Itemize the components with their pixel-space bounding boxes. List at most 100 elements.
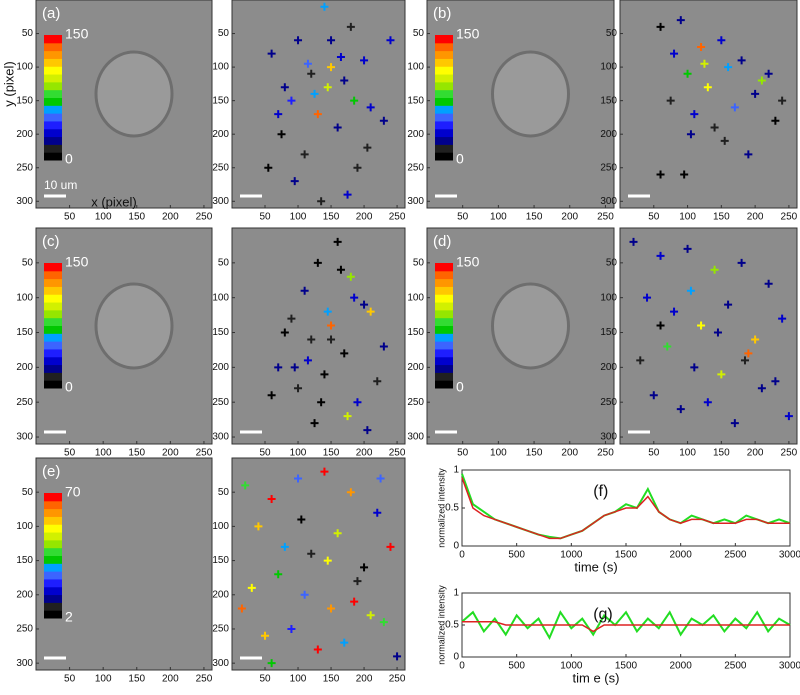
colorbar-label: 0 xyxy=(456,379,464,395)
y-tick-label: 250 xyxy=(600,162,617,173)
marker xyxy=(771,377,780,386)
colorbar-step xyxy=(435,144,453,153)
y-tick-label: 50 xyxy=(413,28,425,39)
y-tick-label: 100 xyxy=(212,292,229,303)
marker xyxy=(346,22,355,31)
y-tick-label: 0.5 xyxy=(445,503,459,514)
marker xyxy=(237,604,246,613)
x-tick-label: 150 xyxy=(128,674,145,685)
y-tick-label: 200 xyxy=(600,129,617,140)
marker xyxy=(724,300,733,309)
x-tick-label: 150 xyxy=(323,448,340,459)
colorbar-step xyxy=(44,302,62,311)
x-tick-label: 1000 xyxy=(560,550,583,561)
marker xyxy=(336,265,345,274)
x-tick-label: 50 xyxy=(457,212,469,223)
x-tick-label: 1500 xyxy=(615,550,638,561)
y-tick-label: 50 xyxy=(218,28,230,39)
marker xyxy=(366,103,375,112)
colorbar-step xyxy=(44,66,62,75)
colorbar-step xyxy=(435,58,453,67)
y-tick-label: 100 xyxy=(212,521,229,532)
marker xyxy=(327,36,336,45)
scale-bar-label: 10 um xyxy=(44,178,77,192)
colorbar-step xyxy=(44,35,62,44)
marker xyxy=(287,96,296,105)
x-tick-label: 150 xyxy=(713,448,730,459)
colorbar-step xyxy=(44,105,62,114)
marker xyxy=(778,96,787,105)
colorbar-step xyxy=(44,571,62,580)
y-tick-label: 250 xyxy=(16,397,33,408)
marker xyxy=(267,659,276,668)
marker xyxy=(710,123,719,132)
panel-label: (a) xyxy=(42,5,60,22)
colorbar-step xyxy=(435,81,453,91)
y-tick-label: 100 xyxy=(600,62,617,73)
x-tick-label: 150 xyxy=(128,212,145,223)
marker xyxy=(280,328,289,337)
x-tick-label: 250 xyxy=(781,448,798,459)
marker xyxy=(267,495,276,504)
cell xyxy=(491,50,570,138)
y-tick-label: 100 xyxy=(600,292,617,303)
y-tick-label: 0.5 xyxy=(445,620,459,631)
marker xyxy=(663,342,672,351)
x-tick-label: 200 xyxy=(561,448,578,459)
marker xyxy=(676,405,685,414)
y-tick-label: 150 xyxy=(407,95,424,106)
marker xyxy=(346,488,355,497)
marker xyxy=(320,370,329,379)
x-tick-label: 50 xyxy=(457,448,469,459)
marker xyxy=(363,143,372,152)
marker xyxy=(317,197,326,206)
marker xyxy=(366,611,375,620)
y-tick-label: 150 xyxy=(16,95,33,106)
x-tick-label: 50 xyxy=(64,674,76,685)
marker xyxy=(703,83,712,92)
image xyxy=(231,0,406,209)
x-tick-label: 0 xyxy=(459,661,465,672)
y-tick-label: 50 xyxy=(606,257,618,268)
y-axis-label: y (pixel) xyxy=(1,61,16,107)
y-tick-label: 250 xyxy=(600,397,617,408)
x-tick-label: 100 xyxy=(490,212,507,223)
marker xyxy=(720,136,729,145)
colorbar-step xyxy=(44,278,62,287)
marker xyxy=(686,286,695,295)
marker xyxy=(670,49,679,58)
colorbar-step xyxy=(44,58,62,67)
y-tick-label: 1 xyxy=(453,465,459,476)
x-tick-label: 100 xyxy=(95,674,112,685)
marker xyxy=(730,419,739,428)
marker xyxy=(373,508,382,517)
x-tick-label: 100 xyxy=(290,448,307,459)
marker xyxy=(340,638,349,647)
x-tick-label: 200 xyxy=(162,212,179,223)
marker xyxy=(730,103,739,112)
marker xyxy=(737,56,746,65)
marker xyxy=(300,590,309,599)
marker xyxy=(697,321,706,330)
marker xyxy=(353,577,362,586)
colorbar-label: 150 xyxy=(65,26,89,42)
marker xyxy=(376,474,385,483)
marker xyxy=(267,391,276,400)
marker xyxy=(280,83,289,92)
marker xyxy=(643,293,652,302)
marker xyxy=(366,307,375,316)
y-tick-label: 150 xyxy=(600,95,617,106)
marker xyxy=(629,237,638,246)
colorbar-step xyxy=(435,270,453,280)
y-tick-label: 150 xyxy=(16,555,33,566)
series-line xyxy=(462,621,790,633)
panel-label: (b) xyxy=(433,5,451,22)
x-tick-label: 50 xyxy=(64,448,76,459)
colorbar-step xyxy=(44,586,62,596)
y-tick-label: 300 xyxy=(600,196,617,207)
marker xyxy=(323,307,332,316)
x-tick-label: 50 xyxy=(259,674,271,685)
y-tick-label: 200 xyxy=(407,129,424,140)
marker xyxy=(656,321,665,330)
marker xyxy=(363,426,372,435)
